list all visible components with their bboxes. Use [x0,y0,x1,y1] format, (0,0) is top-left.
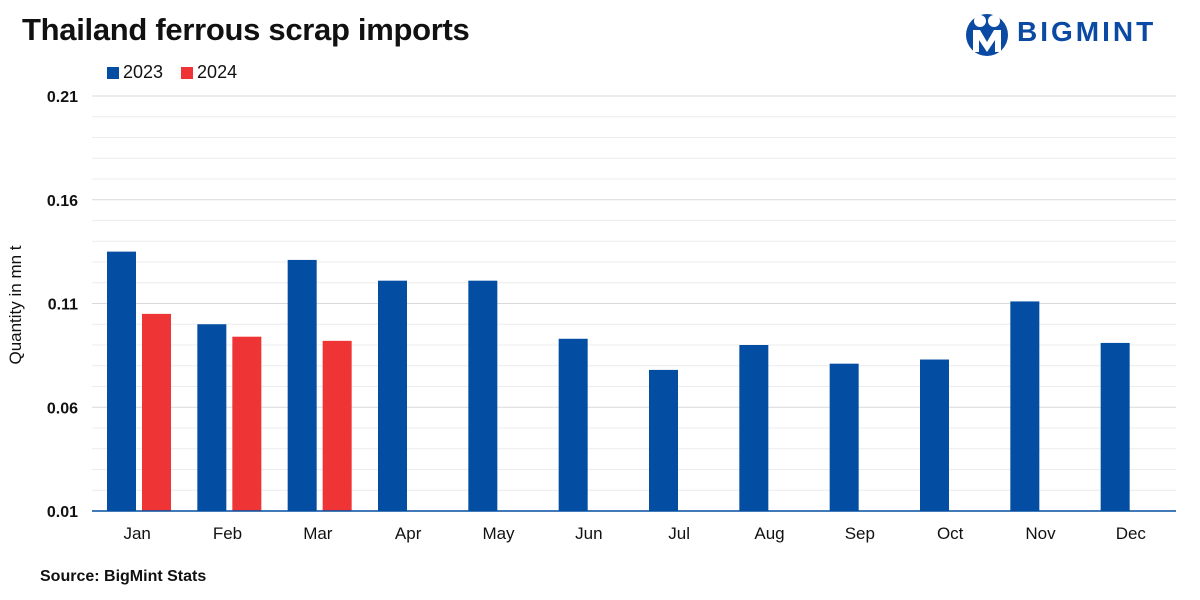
bar-2023-may [468,280,498,511]
y-tick-label: 0.11 [48,297,78,314]
bar-2023-feb [197,324,227,511]
y-tick-label: 0.01 [47,504,78,521]
bar-2023-oct [920,359,949,511]
bar-2023-jun [558,338,588,511]
x-tick-label: Apr [395,524,422,543]
x-tick-label: Oct [937,524,964,543]
bar-2024-jan [142,313,171,511]
chart-legend: 2023 2024 [107,62,255,83]
bar-2024-mar [322,340,352,511]
bigmint-logo: BIGMINT [962,8,1187,58]
bigmint-logo-icon [966,14,1008,56]
y-tick-label: 0.06 [47,400,78,417]
x-tick-label: Sep [845,524,875,543]
x-tick-label: Dec [1116,524,1147,543]
legend-label-2024: 2024 [197,62,238,82]
bar-2023-mar [287,259,317,511]
bar-2023-sep [829,363,859,511]
brand-name: BIGMINT [1017,16,1157,47]
bar-2023-aug [739,345,769,511]
bar-2024-feb [232,336,262,511]
x-tick-label: Jun [575,524,602,543]
bar-2023-dec [1100,342,1130,511]
legend-swatch-2023 [107,66,119,79]
legend-item-2024: 2024 [181,62,237,83]
y-tick-label: 0.16 [47,193,78,210]
legend-swatch-2024 [181,66,194,79]
x-tick-label: Nov [1025,524,1056,543]
bar-2023-jul [649,369,678,511]
x-tick-label: Feb [213,524,242,543]
legend-item-2023: 2023 [107,62,163,83]
x-tick-label: Jan [123,524,150,543]
legend-label-2023: 2023 [123,62,164,82]
x-tick-label: May [482,524,515,543]
chart-title: Thailand ferrous scrap imports [22,12,470,47]
x-tick-label: Aug [754,524,784,543]
y-tick-label: 0.21 [47,89,78,106]
x-tick-label: Jul [668,524,690,543]
x-tick-label: Mar [303,524,333,543]
y-axis-label: Quantity in mn t [6,245,25,364]
bar-2023-nov [1010,301,1040,511]
source-note: Source: BigMint Stats [40,568,207,585]
bar-2023-apr [378,280,407,511]
bar-2023-jan [107,251,136,511]
